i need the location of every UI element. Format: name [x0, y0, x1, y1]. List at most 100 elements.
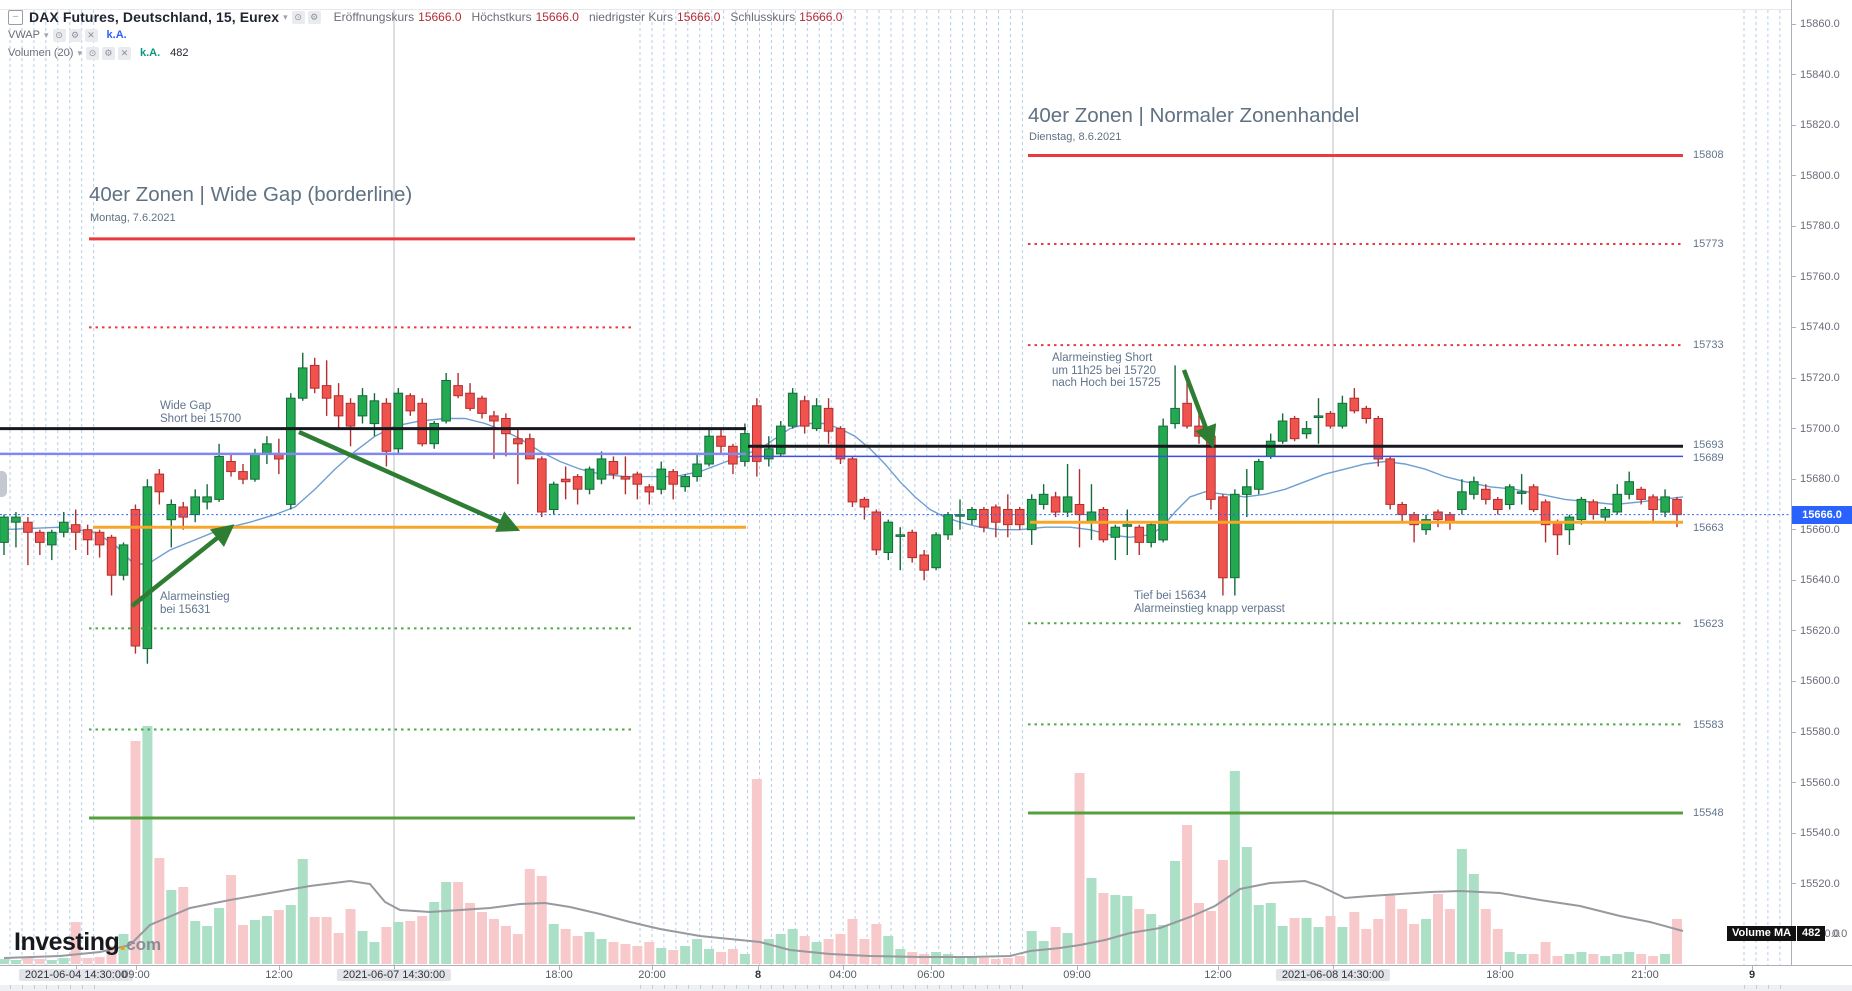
time-axis[interactable]: 2021-06-04 14:30:00 09:00 12:00 2021-06-07 … — [0, 965, 1852, 985]
volume-bar — [716, 952, 726, 964]
volume-bar — [548, 924, 559, 964]
volume-bar — [1205, 911, 1216, 964]
volume-bar — [333, 933, 344, 964]
volume-bar — [656, 948, 667, 964]
high-value: 15666.0 — [535, 10, 579, 24]
candle-body — [130, 509, 141, 647]
volume-bar — [1038, 941, 1049, 964]
eye-icon[interactable]: ⊙ — [291, 10, 305, 24]
vwap-value: k.A. — [106, 29, 127, 41]
price-tick-mark — [1792, 478, 1796, 480]
volume-bar — [1253, 905, 1264, 964]
volume-bar — [500, 926, 511, 964]
price-tick-mark — [1792, 680, 1796, 682]
pane-handle[interactable] — [0, 471, 7, 497]
price-tick-mark — [1792, 74, 1796, 76]
volume-bar — [1098, 893, 1109, 964]
candle-body — [1493, 498, 1503, 510]
time-tick-mark — [758, 966, 759, 970]
close-value: 15666.0 — [799, 10, 843, 24]
symbol-title[interactable]: DAX Futures, Deutschland, 15, Eurex — [29, 9, 280, 25]
volume-bar — [321, 917, 332, 964]
candle-body — [417, 402, 427, 445]
candle-body — [835, 428, 846, 460]
candle-body — [716, 435, 726, 447]
vwap-label[interactable]: VWAP — [8, 29, 40, 41]
volume-bar — [1289, 918, 1300, 964]
candle-body — [919, 554, 930, 571]
time-tick-label: 09:00 — [1063, 969, 1091, 981]
candle-body — [1636, 488, 1646, 500]
candle-body — [787, 392, 798, 427]
indicator-row-vwap: VWAP ▾ ⊙ ⚙ ✕ k.A. — [8, 26, 842, 44]
trade-arrow[interactable] — [298, 429, 521, 532]
volume-indicator-label[interactable]: Volumen (20) — [8, 47, 74, 59]
zone-price-label: 15548 — [1693, 807, 1724, 819]
candle-body — [166, 504, 177, 521]
price-tick-mark — [1792, 175, 1796, 177]
trade-arrow[interactable] — [130, 524, 235, 608]
chevron-down-icon[interactable]: ▾ — [283, 11, 288, 22]
candle-body — [1373, 418, 1384, 460]
left-zone-subtitle: Montag, 7.6.2021 — [90, 212, 176, 224]
symbol-row: – DAX Futures, Deutschland, 15, Eurex ▾ … — [8, 8, 842, 26]
zone-price-label: 15689 — [1693, 452, 1724, 464]
candle-body — [871, 511, 882, 551]
volume-bar — [226, 875, 237, 964]
eye-icon[interactable]: ⊙ — [52, 28, 66, 42]
scrollbar-tick — [723, 985, 725, 989]
price-tick-label: 15700.0 — [1800, 422, 1840, 435]
time-tick-label: 8 — [754, 969, 762, 981]
collapse-icon[interactable]: – — [8, 9, 23, 25]
price-tick-label: 15740.0 — [1800, 321, 1840, 334]
volume-bar — [1648, 956, 1659, 964]
price-tick-mark — [1792, 124, 1796, 126]
volume-bar — [1026, 931, 1037, 964]
volume-bar — [1492, 929, 1503, 964]
chevron-down-icon[interactable]: ▾ — [44, 29, 49, 40]
volume-bar — [453, 882, 464, 964]
trade-arrow[interactable] — [1181, 369, 1217, 449]
gear-icon[interactable]: ⚙ — [68, 28, 82, 42]
time-axis-scrollbar[interactable] — [0, 984, 1852, 991]
left-zone-title: 40er Zonen | Wide Gap (borderline) — [89, 183, 413, 206]
low-value: 15666.0 — [677, 10, 721, 24]
candle-body — [202, 496, 212, 503]
close-field: Schlusskurs 15666.0 — [730, 10, 843, 24]
scrollbar-tick — [938, 985, 940, 989]
zone-price-label: 15583 — [1693, 719, 1724, 731]
volume-bar — [1217, 860, 1228, 964]
candle-body — [1050, 496, 1061, 513]
price-tick-mark — [1792, 782, 1796, 784]
volume-bar — [990, 959, 1001, 964]
volume-bar — [847, 919, 858, 964]
covered-price-tick: 0.0 — [1832, 928, 1848, 940]
volume-bar — [214, 908, 225, 964]
price-axis[interactable]: 15860.0 15840.0 15820.0 15800.0 15780.0 15760… — [1791, 0, 1852, 965]
scrollbar-tick — [747, 985, 749, 989]
gear-icon[interactable]: ⚙ — [101, 46, 115, 60]
right-zone-subtitle: Dienstag, 8.6.2021 — [1029, 131, 1122, 143]
volume-bar — [1552, 956, 1563, 964]
candle-body — [931, 534, 941, 569]
candle-body — [537, 458, 547, 513]
close-icon[interactable]: ✕ — [84, 28, 98, 42]
volume-bar — [751, 779, 762, 964]
volume-bar — [285, 905, 296, 964]
candle-body — [752, 405, 762, 462]
time-tick-label: 12:00 — [265, 969, 293, 981]
price-tick-mark — [1792, 428, 1796, 430]
close-icon[interactable]: ✕ — [117, 46, 131, 60]
chevron-down-icon[interactable]: ▾ — [77, 47, 82, 58]
right-zone-title: 40er Zonen | Normaler Zonenhandel — [1028, 104, 1360, 127]
volume-bar — [787, 929, 798, 964]
candle-body — [1504, 486, 1515, 505]
gear-icon[interactable]: ⚙ — [307, 10, 321, 24]
candle-body — [477, 397, 487, 414]
scrollbar-tick — [962, 985, 964, 989]
eye-icon[interactable]: ⊙ — [85, 46, 99, 60]
volume-bar — [1301, 918, 1312, 964]
investing-logo: Investing.com — [14, 928, 162, 956]
volume-bar — [94, 957, 105, 964]
